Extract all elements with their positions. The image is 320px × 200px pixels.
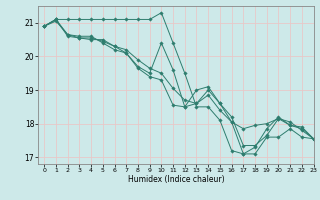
X-axis label: Humidex (Indice chaleur): Humidex (Indice chaleur)	[128, 175, 224, 184]
